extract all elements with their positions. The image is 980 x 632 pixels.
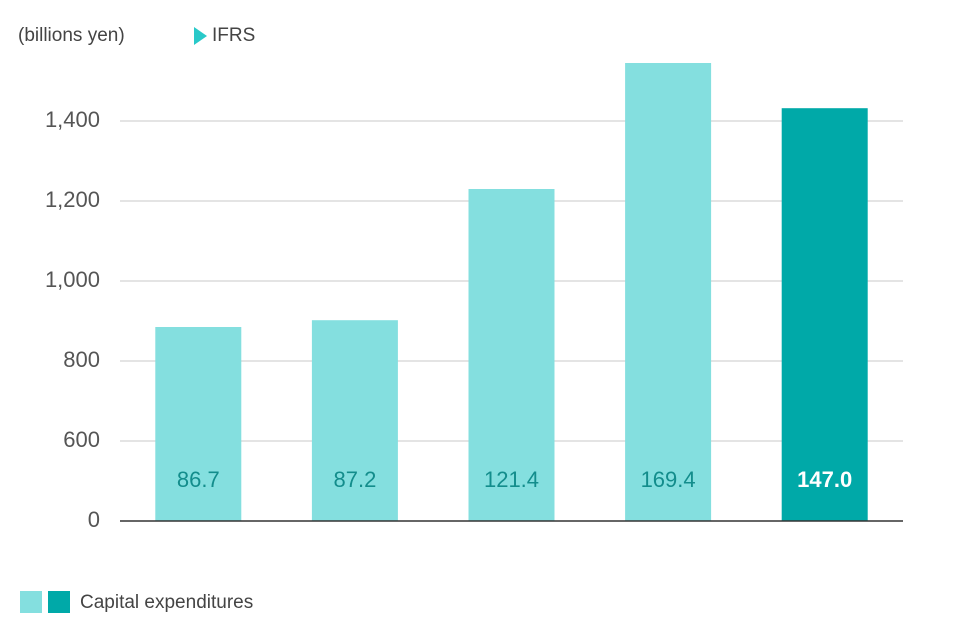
y-tick-label: 1,400 — [45, 107, 100, 132]
legend-swatch — [20, 591, 42, 613]
y-tick-label: 1,200 — [45, 187, 100, 212]
unit-label: (billions yen) — [18, 25, 125, 46]
bar — [155, 327, 242, 521]
bar-label: 86.7 — [177, 467, 220, 492]
standard-label: IFRS — [212, 25, 255, 46]
y-tick-label: 1,000 — [45, 267, 100, 292]
bar-label: 147.0 — [797, 467, 852, 492]
bar-label: 87.2 — [333, 467, 376, 492]
bar-label: 121.4 — [484, 467, 539, 492]
y-tick-label: 0 — [88, 507, 100, 532]
bar-label: 169.4 — [641, 467, 696, 492]
y-tick-label: 600 — [63, 427, 100, 452]
legend-swatch — [48, 591, 70, 613]
bar — [781, 108, 868, 521]
bar — [468, 189, 555, 521]
standard-marker — [194, 27, 207, 45]
bar — [625, 63, 712, 521]
y-tick-label: 800 — [63, 347, 100, 372]
legend-label: Capital expenditures — [80, 592, 253, 613]
bar — [311, 320, 398, 521]
